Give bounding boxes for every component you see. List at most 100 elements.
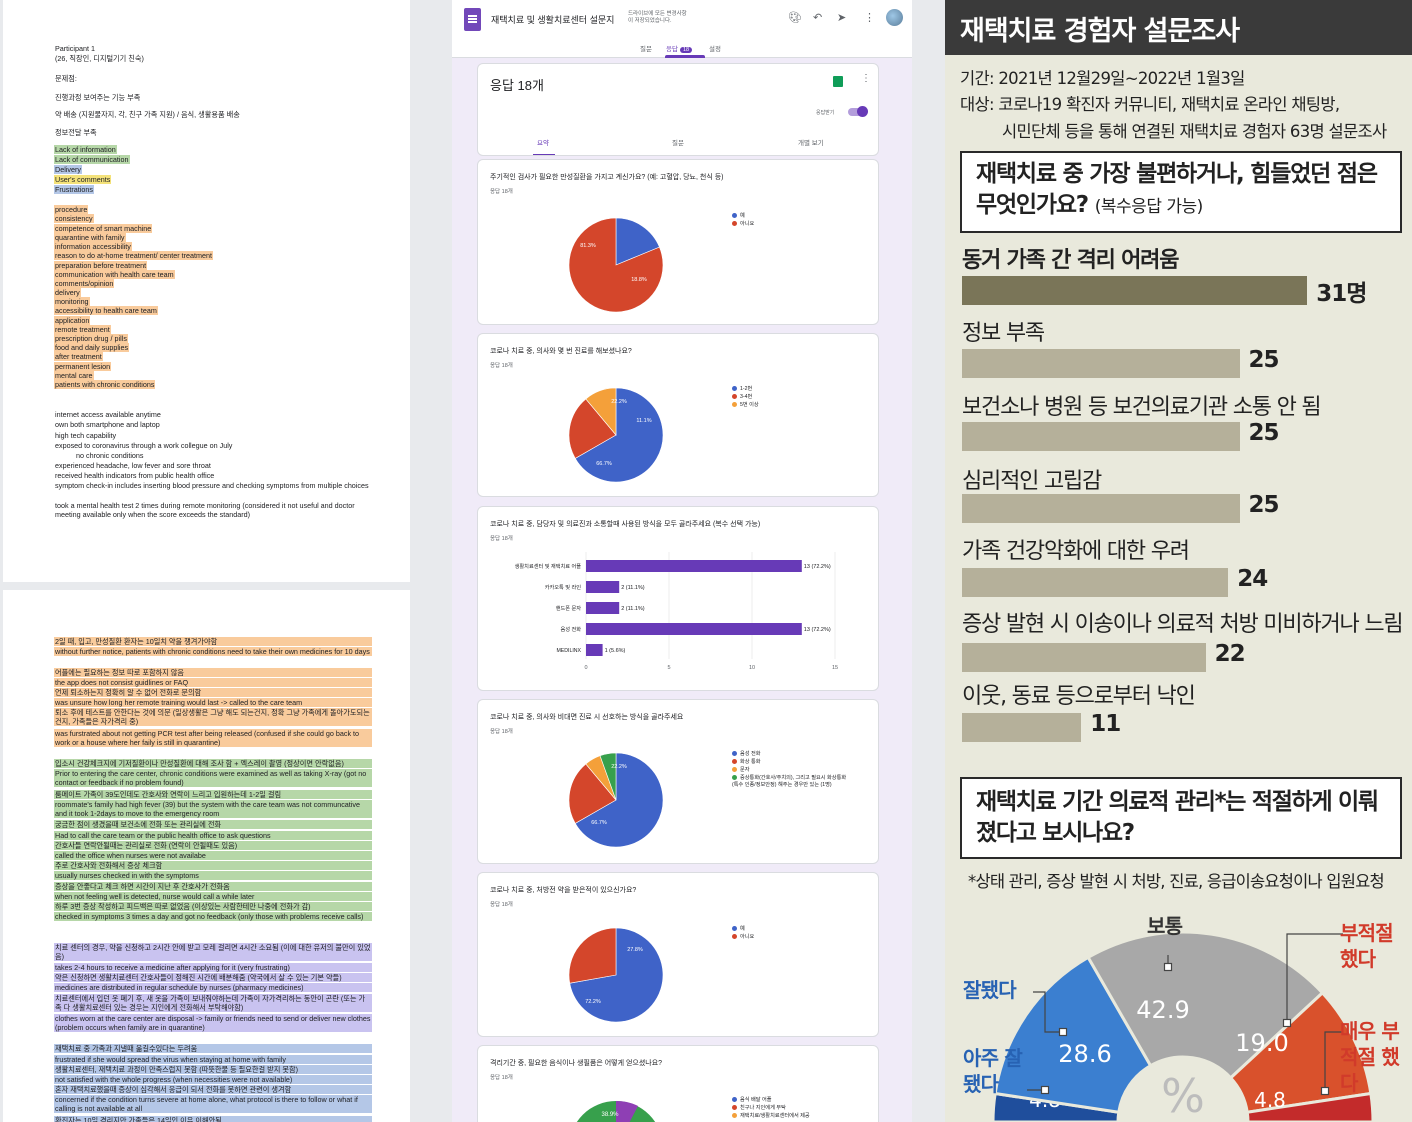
legend-item: 화상 통화 [732,758,852,766]
more-icon[interactable]: ⋮ [864,12,875,24]
more-icon[interactable]: ⋮ [861,73,871,84]
legend-item: 아니요 [732,933,754,941]
bar-category-label: 정보 부족 [962,321,1045,346]
legend-label: 1-2번 [740,386,753,392]
leader-marker [1163,962,1173,972]
survey-infographic: 재택치료 경험자 설문조사 기간: 2021년 12월29일~2022년 1월3… [945,0,1412,1122]
legend-swatch [732,751,737,756]
document-line: Had to call the care team or the public … [54,830,372,840]
form-title[interactable]: 재택치료 및 생활치료센터 설문지 [491,15,615,25]
bar-value-label: 25 [1248,347,1280,373]
document-line: 궁금한 점이 생겼을때 보건소에 전화 또는 관리실에 전화 [54,820,372,830]
legend-swatch [732,775,737,780]
legend-label: 증상통화(간호사/주치의), 그리고 필요시 화상통화(특수 인종/정보안정) … [732,775,847,788]
subtab-summary[interactable]: 요약 [537,140,549,147]
pie-slice-label: 22.2% [611,399,627,405]
document-page-1: Participant 1 (26, 직장인, 디지털기기 친숙) 문제점: 진행과정… [3,0,410,582]
gauge-label-very-good: 아주 잘됐다 [963,1046,1023,1096]
pie-chart: 81.3% 18.8% [568,217,664,313]
document-line: patients with chronic conditions [54,380,156,389]
accept-responses-label: 응답받기 [816,110,835,116]
question-card-5: 코로나 치료 중, 처방전 약을 받은적이 있으신가요? 응답 18개 27.8… [477,872,879,1037]
document-line: own both smartphone and laptop [55,420,160,429]
document-line: 약은 신청하면 생활치료센터 간호사들이 정해진 시간에 배분해줌 (약국에서 … [54,973,372,983]
bar-value-label: 31명 [1316,281,1367,307]
bar [586,602,620,614]
bar [962,422,1240,451]
pie-slice-label: 38.9% [601,1112,619,1118]
bar [586,623,802,635]
avatar[interactable] [886,9,903,26]
document-line: remote treatment [54,325,111,334]
infographic-title: 재택치료 경험자 설문조사 [960,16,1240,47]
bar [962,568,1229,597]
category-label: 핸드폰 문자 [556,604,582,612]
legend-label: 화상 통화 [740,759,761,765]
subtab-individual[interactable]: 개별 보기 [798,140,824,147]
legend-item: 재택치료/생활치료센터에서 제공 [732,1112,810,1120]
bar-value-label: 24 [1237,566,1268,592]
bar-category-label: 심리적인 고립감 [962,469,1102,494]
document-line: without further notice, patients with ch… [54,647,372,657]
legend-swatch [732,394,737,399]
document-line: 혼자 재택치료했을때 증상이 심각해서 응급이 되서 전화를 못하면 관련이 생… [54,1085,372,1095]
document-line: frustrated if she would spread the virus… [54,1054,372,1064]
document-line: 문제점: [55,74,77,83]
document-line: no chronic conditions [76,451,144,460]
accept-responses-toggle[interactable] [848,106,868,117]
document-line: 퇴소 후에 테스트를 안한다는 것에 의문 (일상생활은 그냥 해도 되는건지,… [54,708,372,727]
tab-questions[interactable]: 질문 [640,46,652,53]
question-card-3: 코로나 치료 중, 담당자 및 의료진과 소통할때 사용된 방식을 모두 골라주… [477,506,879,691]
leader-line [1286,933,1343,1023]
document-line: accessibility to health care team [54,306,158,315]
sheets-icon[interactable] [833,76,843,87]
gauge-label-very-bad: 매우 부적절 했다 [1340,1019,1400,1095]
legend-label: 친구나 지인에게 부탁 [740,1105,786,1111]
legend-swatch [732,402,737,407]
tab-settings[interactable]: 설정 [709,46,721,53]
legend-item: 음식 배달 어플 [732,1096,810,1104]
tab-responses-label: 응답 [666,46,678,53]
legend-swatch [732,767,737,772]
document-line: 입소시 건강체크지에 기저질환이나 만성질환에 대해 조사 함 + 엑스레이 촬… [54,759,372,769]
bar-value-label: 25 [1248,420,1280,446]
legend-item: 친구나 지인에게 부탁 [732,1104,810,1112]
legend-swatch [732,213,737,218]
responses-count-badge: 18 [679,47,693,53]
document-line: 약 배송 (지원물자지, 각, 친구 가족 지원) / 음식, 생활용품 배송 [55,110,240,119]
document-line: 치료센터에서 입던 옷 폐기 후, 새 옷을 가족이 보내줘야하는데 가족이 자… [54,993,372,1012]
document-line: 간호사들 연락안될때는 관리실로 전화 (연락이 안될때도 있음) [54,840,372,850]
document-line: 언제 퇴소하는지 정확히 알 수 없어 전화로 문의함 [54,688,372,697]
document-line: roommate's family had high fever (39) bu… [54,800,372,818]
document-line: 주로 간호사와 전화해서 증상 체크함 [54,861,372,871]
question-box-2: 재택치료 기간 의료적 관리*는 적절하게 이뤄졌다고 보시나요? [960,777,1402,859]
document-line: 치료 센터의 경우, 약을 신청하고 2시간 안에 받고 모레 걸리면 4시간 … [54,942,372,961]
legend-item: 3-4번 [732,393,759,401]
question-response-count: 응답 18개 [490,189,513,195]
question-card-2: 코로나 치료 중, 의사와 몇 번 진료를 해보셨나요? 응답 18개 22.2… [477,333,879,497]
question-response-count: 응답 18개 [490,902,513,908]
gauge-label-bad: 부적절 했다 [1340,921,1394,971]
send-icon[interactable]: ➤ [837,12,847,24]
undo-icon[interactable]: ↶ [813,12,823,24]
responses-count: 응답 18개 [490,78,544,93]
legend-swatch [732,926,737,931]
tab-responses[interactable]: 응답 18 [666,43,693,53]
leader-marker [1058,1027,1068,1037]
document-line: consistency [54,214,94,223]
question-text: 재택치료 중 가장 불편하거나, 힘들었던 점은 무엇인가요? (복수응답 가능… [976,159,1396,223]
subtab-question[interactable]: 질문 [672,140,684,147]
document-line: clothes worn at the care center are disp… [54,1014,372,1032]
pie-slice [574,752,664,848]
chart-legend: 음성 전화 화상 통화 문자 증상통화(간호사/주치의), 그리고 필요시 화상통화(… [732,750,852,788]
question-card-1: 주기적인 검사가 필요한 만성질환을 가지고 계신가요? (예: 고혈압, 당뇨… [477,159,879,325]
pie-slice-label: 66.7% [596,461,612,467]
question-title: 격리기간 중, 필요한 음식이나 생필품은 어떻게 얻으셨나요? [490,1060,663,1067]
forms-logo-icon[interactable] [464,8,481,31]
document-line: information accessibility [54,242,132,251]
pie-slice [574,387,664,483]
palette-icon[interactable]: 🎨︎ [788,12,802,24]
document-line: exposed to coronavirus through a work co… [55,441,233,450]
bar-value-label: 11 [1090,711,1121,737]
infographic-header: 재택치료 경험자 설문조사 [945,0,1412,55]
